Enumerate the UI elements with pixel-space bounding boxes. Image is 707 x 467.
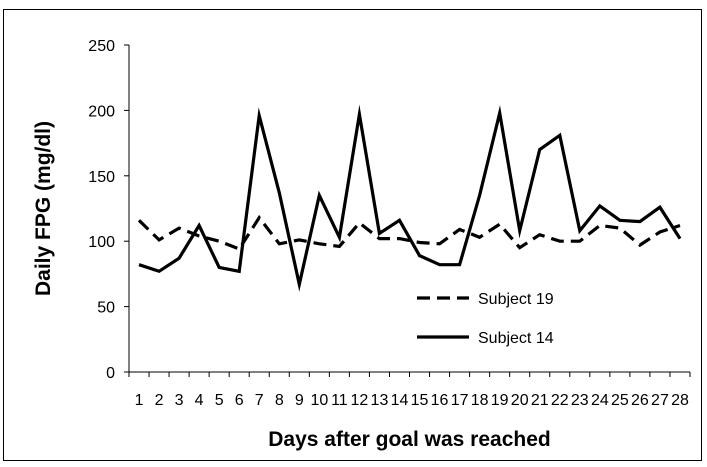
x-tick-label: 16 — [431, 392, 449, 409]
x-tick-label: 18 — [471, 392, 489, 409]
y-tick-label: 0 — [106, 365, 115, 382]
y-tick-label: 150 — [88, 169, 115, 186]
x-tick-label: 4 — [195, 392, 204, 409]
x-tick-label: 1 — [135, 392, 144, 409]
x-tick-label: 28 — [671, 392, 689, 409]
series-line-2 — [138, 104, 682, 292]
series-group — [137, 104, 682, 292]
x-tick-label: 7 — [255, 392, 264, 409]
y-tick-label: 50 — [97, 300, 115, 317]
x-tick-label: 5 — [215, 392, 224, 409]
legend: Subject 19 Subject 14 — [417, 291, 554, 347]
x-tick-label: 21 — [531, 392, 549, 409]
x-tick-label: 2 — [155, 392, 164, 409]
x-tick-label: 9 — [295, 392, 304, 409]
series-line-1 — [137, 214, 681, 251]
x-tick-label: 20 — [511, 392, 529, 409]
x-tick-label: 3 — [175, 392, 184, 409]
x-tick-label: 8 — [275, 392, 284, 409]
x-tick-label: 25 — [611, 392, 629, 409]
chart-frame — [3, 9, 702, 461]
y-tick-label: 250 — [88, 38, 115, 55]
x-tick-label: 19 — [491, 392, 509, 409]
x-tick-label: 24 — [591, 392, 609, 409]
x-tick-label: 27 — [651, 392, 669, 409]
x-tick-label: 10 — [310, 392, 328, 409]
x-tick-label: 26 — [631, 392, 649, 409]
x-tick-label: 14 — [391, 392, 409, 409]
y-ticks-group: 0 50 100 150 200 250 — [88, 38, 129, 382]
x-tick-label: 11 — [331, 392, 348, 409]
x-axis-title: Days after goal was reached — [268, 428, 550, 451]
y-axis-title: Daily FPG (mg/dl) — [32, 121, 55, 296]
legend-label-2: Subject 14 — [478, 330, 554, 347]
x-ticks-group: 1 2 3 4 5 6 7 8 9 10 11 12 13 14 15 16 17 18 19 20 21 22 23 24 2… — [128, 372, 691, 409]
x-tick-label: 12 — [351, 392, 369, 409]
x-tick-label: 15 — [411, 392, 429, 409]
x-tick-label: 6 — [235, 392, 244, 409]
x-tick-label: 17 — [451, 392, 469, 409]
legend-label-1: Subject 19 — [478, 291, 554, 308]
x-tick-label: 23 — [571, 392, 589, 409]
y-tick-label: 100 — [88, 234, 115, 251]
x-tick-label: 22 — [551, 392, 569, 409]
x-tick-label: 13 — [371, 392, 389, 409]
y-tick-label: 200 — [88, 103, 115, 120]
